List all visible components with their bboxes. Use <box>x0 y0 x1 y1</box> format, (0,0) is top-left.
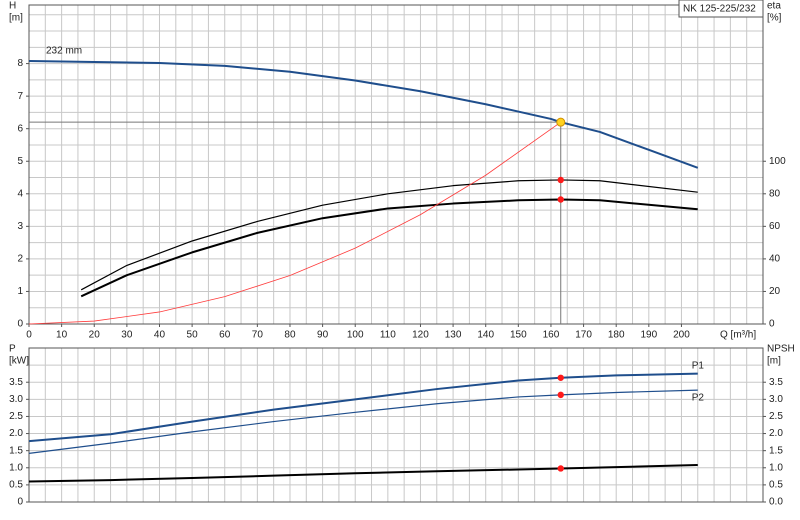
y2-tick-label: 20 <box>769 286 781 297</box>
x-tick-label: 80 <box>284 330 296 341</box>
curve-label: 232 mm <box>46 46 82 57</box>
x-tick-label: 180 <box>608 330 625 341</box>
y2-tick-label: 0 <box>769 319 775 330</box>
x-tick-label: 200 <box>673 330 690 341</box>
y-tick-label: 3 <box>17 221 23 232</box>
y-tick-label: 2.0 <box>9 428 23 439</box>
y-tick-label: 0 <box>17 319 23 330</box>
plot-frame <box>28 4 764 325</box>
x-tick-label: 60 <box>219 330 231 341</box>
y2-tick-label: 1.5 <box>769 445 783 456</box>
y2-tick-label: 1.0 <box>769 462 783 473</box>
x-tick-label: 100 <box>347 330 364 341</box>
x-tick-label: 120 <box>412 330 429 341</box>
grid <box>28 5 764 325</box>
y2-axis-label: eta <box>767 1 781 12</box>
y-tick-label: 6 <box>17 123 23 134</box>
duty-point <box>557 391 564 399</box>
duty-point <box>556 117 566 127</box>
y2-axis-unit: [m] <box>767 356 781 367</box>
y2-axis-unit: [%] <box>767 13 782 24</box>
series-line <box>80 179 698 291</box>
y-tick-label: 2.5 <box>9 411 23 422</box>
series-line <box>80 198 698 298</box>
x-tick-label: 90 <box>317 330 329 341</box>
y2-tick-label: 2.0 <box>769 428 783 439</box>
series-line <box>28 389 698 454</box>
y-tick-label: 1 <box>17 286 23 297</box>
curve-label: P2 <box>692 393 705 404</box>
y2-tick-label: 60 <box>769 221 781 232</box>
series-line <box>28 59 699 169</box>
series-line <box>28 464 698 483</box>
duty-point <box>557 196 564 203</box>
y-tick-label: 5 <box>17 156 23 167</box>
y-tick-label: 0.5 <box>9 480 23 491</box>
y-axis-unit: [m] <box>9 13 23 24</box>
x-tick-label: 110 <box>380 330 396 341</box>
y-tick-label: 1.0 <box>9 462 23 473</box>
y2-tick-label: 3.5 <box>769 377 783 388</box>
x-tick-label: 160 <box>543 330 560 341</box>
curve-label: P1 <box>692 360 705 371</box>
duty-point <box>557 176 564 184</box>
y2-tick-label: 100 <box>769 156 786 167</box>
y-tick-label: 0 <box>17 497 23 508</box>
duty-point <box>557 465 564 472</box>
y-axis-unit: [kW] <box>9 356 29 367</box>
x-tick-label: 40 <box>154 330 166 341</box>
y-tick-label: 7 <box>17 91 23 102</box>
y2-axis-label: NPSH <box>767 344 795 355</box>
plot-frame <box>28 347 764 503</box>
x-tick-label: 70 <box>252 330 264 341</box>
x-tick-label: 140 <box>477 330 494 341</box>
y2-tick-label: 0.5 <box>769 480 783 491</box>
x-tick-label: 170 <box>575 330 592 341</box>
series-line <box>28 121 561 325</box>
y2-tick-label: 0.0 <box>769 497 783 508</box>
y2-tick-label: 80 <box>769 188 781 199</box>
y-tick-label: 2 <box>17 254 23 265</box>
y-tick-label: 3.5 <box>9 377 23 388</box>
x-tick-label: 130 <box>445 330 462 341</box>
title-box <box>678 0 764 18</box>
x-tick-label: 10 <box>56 330 68 341</box>
x-tick-label: 30 <box>121 330 133 341</box>
x-tick-label: 50 <box>187 330 199 341</box>
duty-point <box>557 374 564 381</box>
x-tick-label: 0 <box>26 330 32 341</box>
chart-title: NK 125-225/232 <box>683 4 756 15</box>
x-tick-label: 190 <box>640 330 657 341</box>
y-tick-label: 3.0 <box>9 394 23 405</box>
y2-tick-label: 2.5 <box>769 411 783 422</box>
x-tick-label: 150 <box>510 330 527 341</box>
x-axis-label: Q [m³/h] <box>720 330 756 341</box>
x-tick-label: 20 <box>89 330 101 341</box>
series-line <box>28 372 698 443</box>
y2-tick-label: 40 <box>769 254 781 265</box>
y-tick-label: 8 <box>17 58 23 69</box>
y2-tick-label: 3.0 <box>769 394 783 405</box>
y-axis-label: P <box>9 344 16 355</box>
y-tick-label: 4 <box>17 188 23 199</box>
y-axis-label: H <box>9 1 16 12</box>
y-tick-label: 1.5 <box>9 445 23 456</box>
